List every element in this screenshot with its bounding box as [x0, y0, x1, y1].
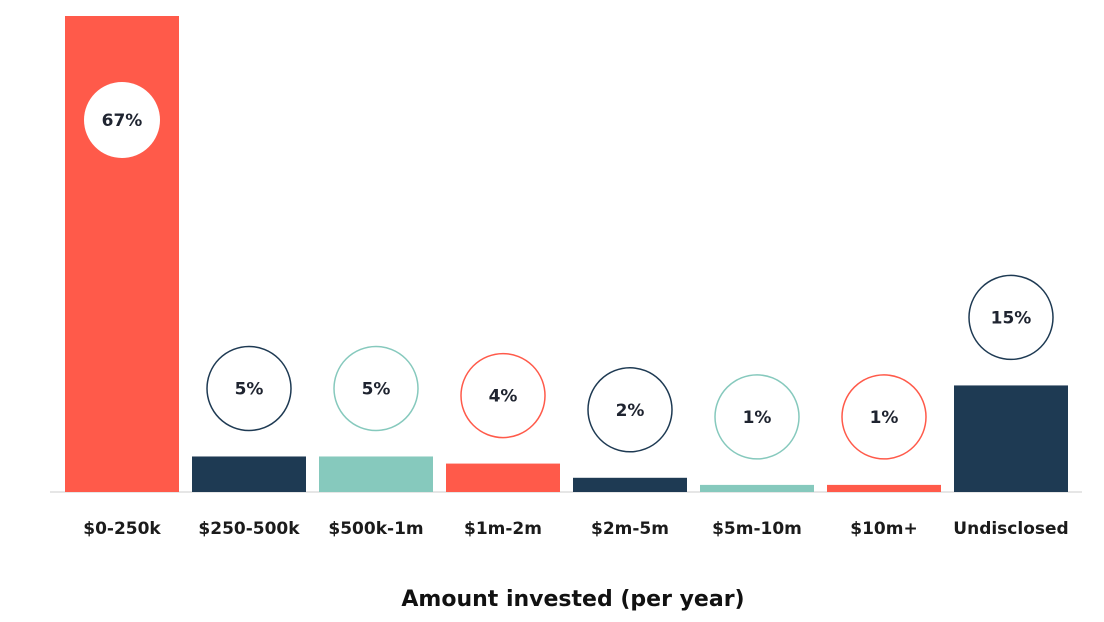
- category-label-1: $250-500k: [198, 519, 300, 539]
- value-bubble-1: [206, 345, 292, 432]
- value-bubble-5: [714, 374, 800, 460]
- bar-3: [446, 463, 560, 492]
- category-label-6: $10m+: [850, 519, 917, 539]
- value-label-0: 67%: [102, 111, 143, 131]
- value-label-6: 1%: [870, 408, 899, 428]
- bar-2: [319, 456, 433, 492]
- value-bubble-2: [333, 345, 419, 432]
- value-label-7: 15%: [991, 308, 1032, 328]
- bar-5: [700, 484, 814, 492]
- x-axis-title: Amount invested (per year): [401, 587, 744, 612]
- value-label-2: 5%: [362, 379, 391, 399]
- bar-1: [192, 456, 306, 492]
- value-bubble-3: [460, 352, 546, 439]
- value-label-4: 2%: [616, 401, 645, 421]
- value-bubbles-layer: 67% 5% 5% 4% 2% 1% 1% 15%: [84, 82, 1054, 460]
- category-label-5: $5m-10m: [712, 519, 802, 539]
- category-label-2: $500k-1m: [328, 519, 423, 539]
- category-labels-layer: $0-250k $250-500k $500k-1m $1m-2m $2m-5m $5m-…: [83, 519, 1068, 539]
- value-label-1: 5%: [235, 379, 264, 399]
- category-label-3: $1m-2m: [464, 519, 542, 539]
- value-label-5: 1%: [743, 408, 772, 428]
- bar-4: [573, 477, 687, 492]
- category-label-0: $0-250k: [83, 519, 161, 539]
- bar-6: [827, 484, 941, 492]
- bar-7: [954, 385, 1068, 492]
- value-label-3: 4%: [489, 387, 518, 407]
- category-label-7: Undisclosed: [953, 519, 1068, 539]
- value-bubble-6: [841, 374, 927, 460]
- value-bubble-4: [587, 367, 673, 453]
- value-bubble-0: [84, 82, 160, 158]
- category-label-4: $2m-5m: [591, 519, 669, 539]
- value-bubble-7: [968, 274, 1054, 361]
